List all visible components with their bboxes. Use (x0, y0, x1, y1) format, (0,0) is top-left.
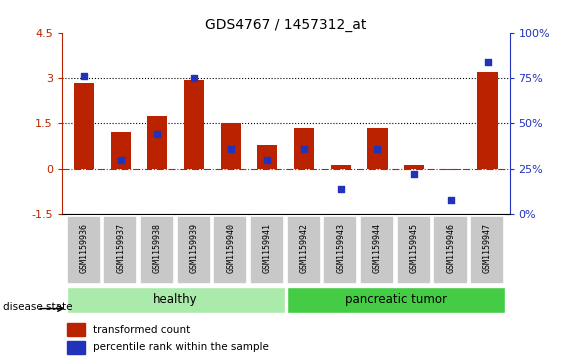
Bar (148, 116, 167, 169)
Point (373, 146, 382, 152)
Point (190, 75, 199, 81)
Text: GSM1159936: GSM1159936 (79, 223, 88, 273)
FancyBboxPatch shape (323, 216, 358, 284)
FancyBboxPatch shape (213, 216, 247, 284)
Bar (441, 169, 461, 170)
Text: GSM1159943: GSM1159943 (336, 223, 345, 273)
FancyBboxPatch shape (177, 216, 211, 284)
Bar (330, 165, 351, 169)
Text: transformed count: transformed count (93, 325, 190, 335)
FancyBboxPatch shape (250, 216, 284, 284)
FancyBboxPatch shape (360, 216, 394, 284)
FancyBboxPatch shape (434, 216, 467, 284)
Text: healthy: healthy (153, 293, 198, 306)
Bar (74, 82, 94, 169)
Bar (67, 323, 85, 337)
FancyBboxPatch shape (397, 216, 431, 284)
Bar (257, 144, 278, 169)
Bar (184, 79, 204, 169)
Point (300, 146, 309, 152)
Bar (367, 128, 387, 169)
Text: pancreatic tumor: pancreatic tumor (345, 293, 447, 306)
Point (483, 59, 492, 65)
Point (446, 197, 455, 203)
Title: GDS4767 / 1457312_at: GDS4767 / 1457312_at (205, 18, 367, 32)
Point (79, 73, 88, 79)
Text: disease state: disease state (3, 302, 72, 312)
Bar (477, 72, 498, 169)
Bar (221, 123, 241, 169)
Text: GSM1159946: GSM1159946 (446, 223, 455, 273)
Bar (294, 128, 314, 169)
Text: GSM1159947: GSM1159947 (483, 223, 492, 273)
Text: GSM1159945: GSM1159945 (410, 223, 419, 273)
Point (336, 186, 345, 192)
Text: GSM1159942: GSM1159942 (300, 223, 309, 273)
Point (226, 146, 235, 152)
Text: GSM1159940: GSM1159940 (226, 223, 235, 273)
Bar (67, 340, 85, 354)
Text: percentile rank within the sample: percentile rank within the sample (93, 342, 269, 352)
Text: GSM1159939: GSM1159939 (190, 223, 199, 273)
Point (153, 131, 162, 137)
Point (410, 171, 419, 177)
Text: GSM1159941: GSM1159941 (263, 223, 272, 273)
Text: GSM1159938: GSM1159938 (153, 223, 162, 273)
FancyBboxPatch shape (140, 216, 174, 284)
Bar (404, 165, 424, 169)
FancyBboxPatch shape (287, 216, 321, 284)
Text: GSM1159944: GSM1159944 (373, 223, 382, 273)
FancyBboxPatch shape (470, 216, 504, 284)
FancyBboxPatch shape (287, 287, 505, 313)
Point (116, 157, 125, 163)
Point (263, 157, 272, 163)
FancyBboxPatch shape (66, 216, 101, 284)
FancyBboxPatch shape (103, 216, 137, 284)
FancyBboxPatch shape (66, 287, 285, 313)
Bar (110, 132, 131, 169)
Text: GSM1159937: GSM1159937 (116, 223, 125, 273)
